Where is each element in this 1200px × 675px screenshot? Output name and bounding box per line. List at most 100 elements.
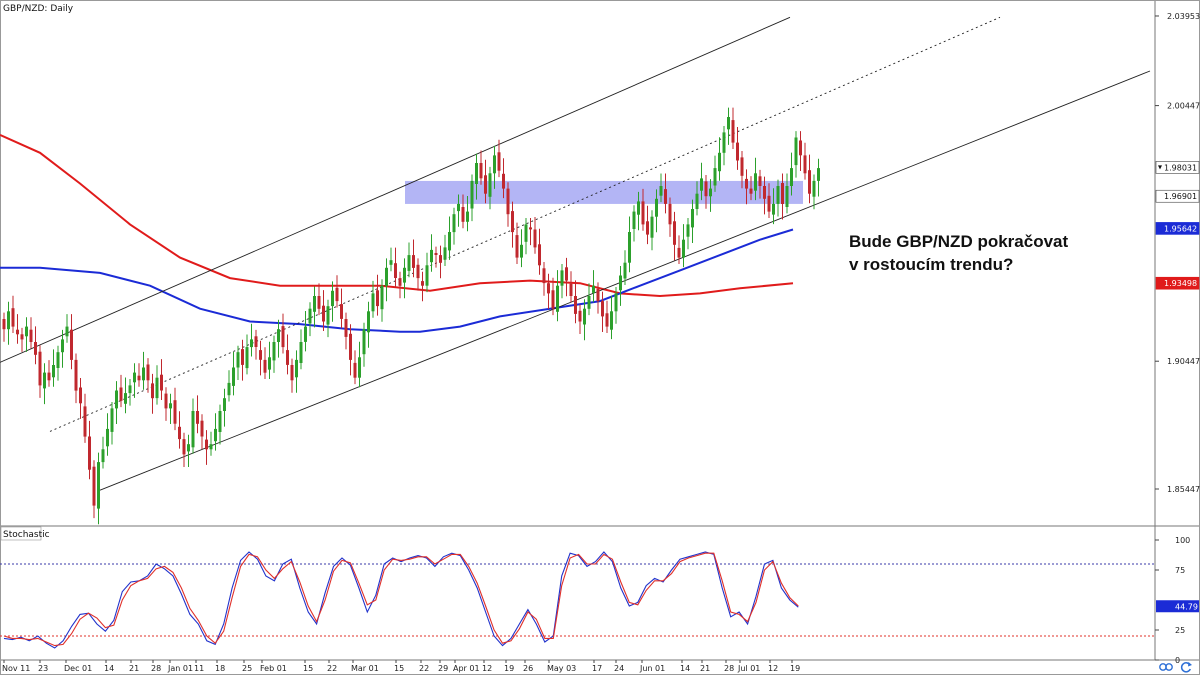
candle-body [124, 393, 127, 404]
time-tick-label: May 03 [547, 664, 576, 673]
candle-body [79, 387, 82, 404]
time-tick-label: Apr 01 [453, 664, 480, 673]
time-tick-label: 19 [790, 664, 800, 673]
price-badge [1155, 189, 1200, 203]
candle-body [331, 290, 334, 307]
candle-body [785, 186, 789, 207]
candle-body [371, 293, 375, 312]
candle-body [88, 436, 91, 470]
candle-body [286, 350, 289, 365]
time-tick-label: 17 [592, 664, 602, 673]
stochastic-tick-label: 75 [1175, 566, 1185, 575]
candle-body [245, 347, 249, 369]
refresh-icon[interactable] [1180, 662, 1192, 673]
time-tick-label: 18 [215, 664, 225, 673]
candle-body [295, 359, 298, 378]
candle-body [421, 281, 424, 286]
candle-body [691, 209, 694, 228]
candle-body [610, 311, 613, 330]
candle-body [547, 283, 550, 294]
price-badge-label: 1.98031 [1164, 163, 1197, 172]
candle-body [34, 342, 37, 355]
candle-body [443, 247, 447, 260]
stochastic-line-2 [3, 552, 799, 647]
candle-body [304, 326, 307, 342]
candle-body [263, 359, 267, 373]
candle-body [20, 334, 24, 340]
candle-body [614, 293, 618, 312]
candle-body [362, 329, 366, 355]
candle-body [412, 255, 415, 268]
candle-body [70, 329, 73, 360]
candle-body [511, 211, 514, 233]
price-tick-label: 2.00447 [1167, 102, 1200, 111]
candle-body [502, 173, 505, 189]
candle-body [538, 244, 541, 266]
stochastic-tick-label: 0 [1175, 656, 1180, 665]
candle-body [227, 382, 231, 396]
candle-body [389, 260, 393, 265]
candle-body [601, 301, 604, 317]
candle-body [223, 398, 226, 411]
time-tick-label: 28 [724, 664, 734, 673]
time-tick-label: 24 [614, 664, 624, 673]
candle-body [313, 296, 316, 312]
time-tick-label: Jan 01 [167, 664, 193, 673]
time-tick-label: 15 [394, 664, 404, 673]
candle-body [740, 157, 744, 176]
candle-body [146, 364, 150, 381]
candle-body [488, 173, 492, 197]
candle-body [322, 305, 325, 322]
candle-body [587, 296, 591, 309]
candle-body [700, 178, 703, 191]
title-box [1, 1, 61, 14]
candle-body [524, 224, 528, 242]
candle-body [272, 342, 276, 361]
annotation-line-2: v rostoucím trendu? [849, 255, 1013, 274]
candle-body [578, 310, 582, 322]
candle-body [475, 163, 478, 184]
annotation-line-1: Bude GBP/NZD pokračovat [849, 232, 1068, 251]
candle-body [173, 400, 177, 424]
time-tick-label: 12 [768, 664, 778, 673]
candle-body [799, 140, 802, 156]
candle-body [794, 137, 798, 166]
candle-body [11, 308, 15, 327]
candle-body [151, 383, 154, 399]
candle-body [727, 117, 730, 130]
candle-body [556, 285, 559, 312]
candle-body [209, 444, 213, 450]
candle-body [241, 349, 244, 365]
candle-body [74, 359, 78, 391]
candle-body [520, 244, 523, 258]
candle-body [718, 152, 721, 172]
link-icon[interactable] [1159, 663, 1173, 671]
candle-body [56, 352, 60, 368]
candle-body [178, 426, 181, 440]
candle-body [358, 357, 361, 378]
time-tick-label: Dec 01 [64, 664, 92, 673]
candle-body [722, 132, 726, 153]
moving-average-line-2 [0, 228, 794, 333]
candle-body [767, 195, 771, 212]
time-tick-label: 12 [482, 664, 492, 673]
time-tick-label: 22 [327, 664, 337, 673]
candle-body [592, 285, 595, 293]
candle-body [466, 211, 469, 222]
candle-body [38, 351, 42, 386]
candle-body [83, 406, 87, 437]
candle-body [808, 170, 811, 194]
candle-body [385, 267, 388, 286]
channel-line-1 [0, 16, 791, 363]
candle-body [349, 333, 352, 360]
candle-body [200, 420, 204, 437]
time-tick-label: 15 [303, 664, 313, 673]
time-tick-label: Jul 01 [737, 664, 760, 673]
candle-body [479, 163, 483, 179]
candle-body [515, 235, 519, 258]
candle-body [439, 255, 442, 263]
candle-body [232, 367, 235, 386]
candle-body [218, 411, 222, 432]
candle-body [182, 439, 186, 455]
candle-body [236, 352, 240, 368]
